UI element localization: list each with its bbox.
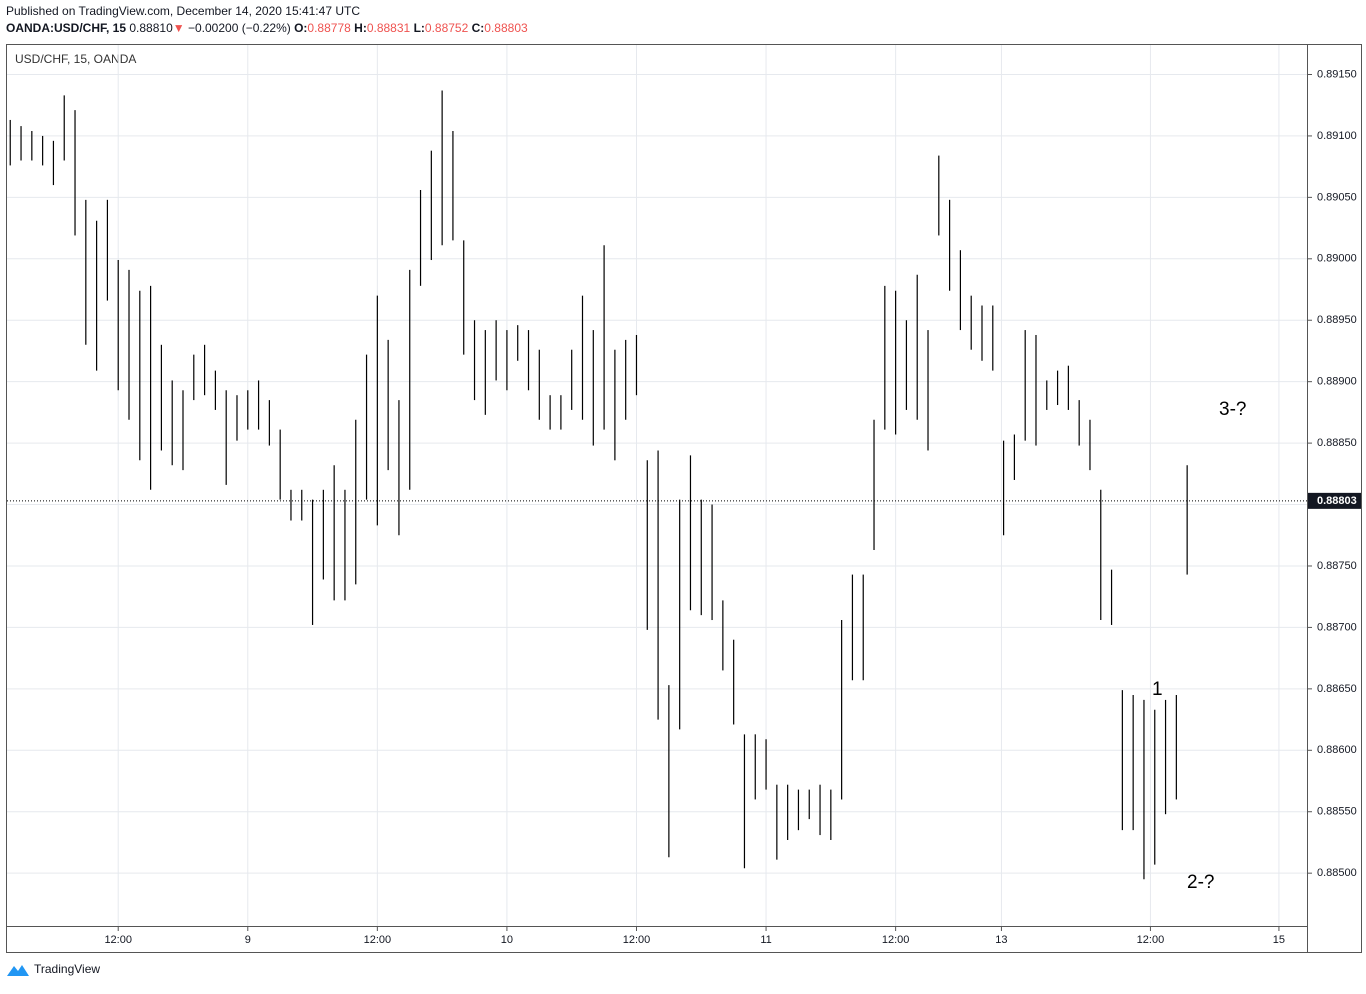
- y-tick-label: 0.88850: [1317, 437, 1357, 449]
- last-price-label: 0.88803: [1317, 495, 1357, 507]
- x-tick-label: 12:00: [623, 934, 651, 946]
- bars: [9, 90, 1188, 880]
- high: 0.88831: [367, 21, 411, 35]
- x-tick-label: 12:00: [364, 934, 392, 946]
- y-tick-label: 0.88550: [1317, 806, 1357, 818]
- y-tick-label: 0.88700: [1317, 621, 1357, 633]
- annotation: 2-?: [1187, 872, 1214, 893]
- logo-icon: [7, 965, 29, 976]
- header-quote: OANDA:USD/CHF, 15 0.88810▼ −0.00200 (−0.…: [6, 21, 528, 35]
- x-tick-label: 10: [501, 934, 513, 946]
- x-tick-label: 13: [995, 934, 1007, 946]
- x-tick-label: 11: [760, 934, 771, 946]
- open: 0.88778: [307, 21, 351, 35]
- y-tick-label: 0.88600: [1317, 744, 1357, 756]
- y-tick-label: 0.88900: [1317, 376, 1357, 388]
- low: 0.88752: [425, 21, 469, 35]
- h-label: H:: [354, 21, 367, 35]
- grid: [7, 45, 1307, 926]
- y-tick-label: 0.88650: [1317, 683, 1357, 695]
- annotation: 1: [1152, 679, 1163, 700]
- chart-title: USD/CHF, 15, OANDA: [15, 52, 136, 66]
- change: −0.00200 (−0.22%): [188, 21, 291, 35]
- x-tick-label: 15: [1273, 934, 1285, 946]
- y-tick-label: 0.89050: [1317, 191, 1357, 203]
- arrow: ▼: [173, 21, 185, 35]
- y-tick-label: 0.88950: [1317, 314, 1357, 326]
- brand: TradingView: [34, 962, 100, 976]
- c-label: C:: [472, 21, 485, 35]
- x-tick-label: 9: [245, 934, 251, 946]
- annotation: 3-?: [1219, 399, 1246, 420]
- o-label: O:: [294, 21, 307, 35]
- last: 0.88810: [129, 21, 173, 35]
- chart-frame: [6, 44, 1362, 953]
- x-tick-label: 12:00: [1137, 934, 1165, 946]
- y-tick-label: 0.88500: [1317, 867, 1357, 879]
- y-tick-label: 0.88750: [1317, 560, 1357, 572]
- x-tick-label: 12:00: [104, 934, 132, 946]
- y-tick-label: 0.89150: [1317, 68, 1357, 80]
- logo: TradingView: [7, 962, 100, 976]
- last-price-box: [1308, 492, 1361, 509]
- symbol: OANDA:USD/CHF, 15: [6, 21, 126, 35]
- x-tick-label: 12:00: [882, 934, 910, 946]
- y-tick-label: 0.89100: [1317, 130, 1357, 142]
- y-tick-label: 0.89000: [1317, 253, 1357, 265]
- close: 0.88803: [484, 21, 528, 35]
- published: Published on TradingView.com, December 1…: [6, 4, 360, 18]
- l-label: L:: [414, 21, 425, 35]
